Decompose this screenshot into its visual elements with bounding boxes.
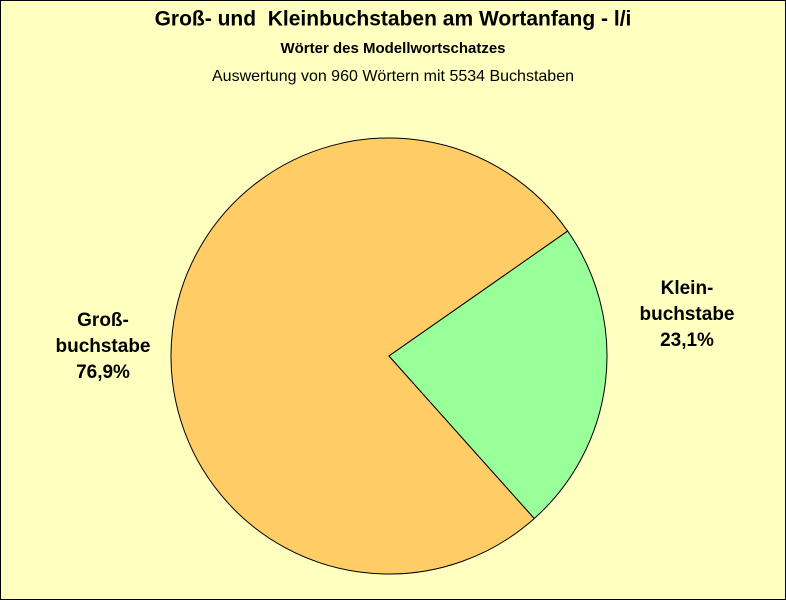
- value-label: 23,1%: [660, 330, 714, 351]
- category-label: Groß-buchstabe: [55, 310, 151, 357]
- category-label: Klein-buchstabe: [639, 278, 735, 325]
- slice-label: Klein-buchstabe 23,1%: [631, 276, 743, 354]
- chart-subtitle: Wörter des Modellwortschatzes: [280, 40, 505, 57]
- chart-title: Groß- und Kleinbuchstaben am Wortanfang …: [155, 8, 632, 31]
- chart-note: Auswertung von 960 Wörtern mit 5534 Buch…: [212, 68, 574, 85]
- pie-slice: [388, 230, 608, 520]
- value-label: 76,9%: [76, 362, 130, 383]
- pie: [170, 137, 608, 575]
- pie-slice: [170, 137, 569, 575]
- slice-label: Groß-buchstabe 76,9%: [47, 308, 159, 386]
